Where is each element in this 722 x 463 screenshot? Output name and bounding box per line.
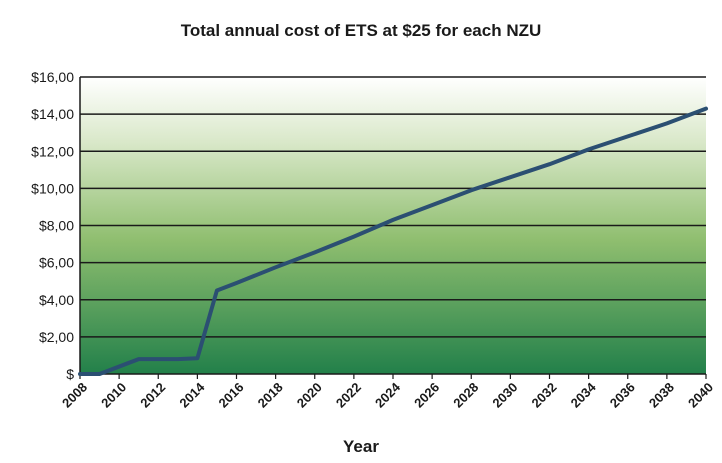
- x-tick-label: 2016: [216, 380, 247, 411]
- x-axis-label: Year: [343, 437, 379, 456]
- y-tick-label: $: [66, 366, 74, 382]
- y-tick-label: $10,00: [31, 180, 74, 196]
- y-tick-label: $2,00: [39, 329, 74, 345]
- y-tick-label: $4,00: [39, 292, 74, 308]
- x-tick-label: 2032: [529, 380, 560, 411]
- x-tick-label: 2038: [646, 380, 677, 411]
- x-tick-label: 2018: [255, 380, 286, 411]
- series-line: [78, 106, 708, 376]
- x-tick-label: 2014: [176, 379, 208, 411]
- x-tick-label: 2040: [685, 380, 716, 411]
- chart-title: Total annual cost of ETS at $25 for each…: [181, 21, 542, 40]
- x-axis: 2008 2010 2012 2014 2016 2018 2020 2022 2024 2026…: [59, 374, 716, 411]
- x-tick-label: 2034: [568, 379, 600, 411]
- x-tick-label: 2036: [607, 380, 638, 411]
- x-tick-label: 2012: [137, 380, 168, 411]
- x-tick-label: 2028: [450, 380, 481, 411]
- gridlines: [79, 76, 706, 375]
- x-tick-label: 2030: [489, 380, 520, 411]
- x-tick-label: 2024: [372, 379, 404, 411]
- x-tick-label: 2022: [333, 380, 364, 411]
- y-tick-label: $6,00: [39, 255, 74, 271]
- y-tick-label: $16,00: [31, 69, 74, 85]
- x-tick-label: 2020: [294, 380, 325, 411]
- y-tick-label: $12,00: [31, 143, 74, 159]
- y-tick-label: $8,00: [39, 218, 74, 234]
- y-axis: $ $2,00 $4,00 $6,00 $8,00 $10,00 $12,00 $14,00 $…: [31, 69, 74, 382]
- x-tick-label: 2008: [59, 380, 90, 411]
- x-tick-label: 2026: [411, 380, 442, 411]
- x-tick-label: 2010: [98, 380, 129, 411]
- y-tick-label: $14,00: [31, 106, 74, 122]
